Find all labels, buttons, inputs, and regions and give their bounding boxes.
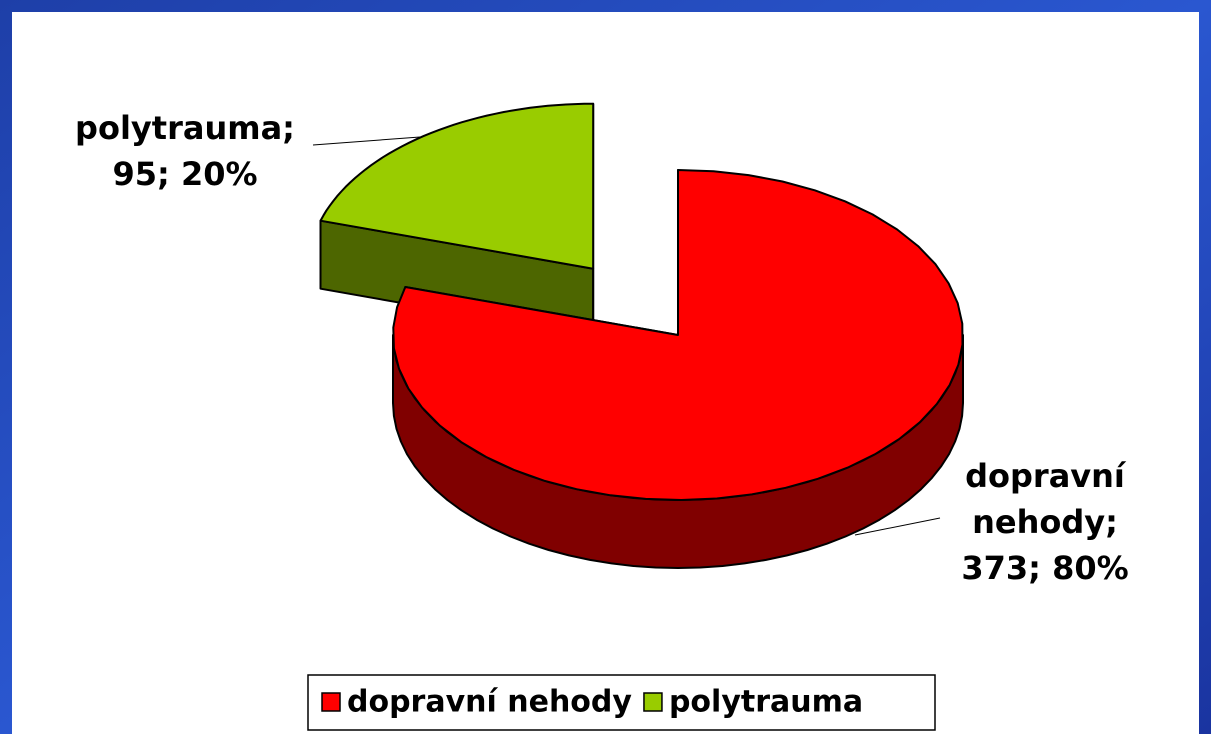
legend-label: polytrauma bbox=[669, 685, 863, 720]
leader-line bbox=[854, 517, 941, 536]
legend-label: dopravní nehody bbox=[347, 685, 632, 720]
data-label-line: nehody; bbox=[972, 503, 1118, 541]
slice-top bbox=[319, 102, 595, 270]
data-label-line: 373; 80% bbox=[961, 549, 1128, 587]
slice-top bbox=[392, 169, 964, 501]
leader-line bbox=[312, 136, 421, 146]
data-label: dopravní nehody; 373; 80% bbox=[961, 457, 1128, 587]
legend-box bbox=[307, 674, 936, 731]
legend-swatch bbox=[643, 692, 663, 712]
legend-swatch bbox=[321, 692, 341, 712]
data-label-line: polytrauma; bbox=[75, 109, 295, 147]
data-label-line: dopravní bbox=[965, 457, 1127, 495]
data-label-line: 95; 20% bbox=[112, 155, 257, 193]
pie-slice bbox=[392, 169, 964, 569]
data-label: polytrauma; 95; 20% bbox=[75, 109, 295, 193]
